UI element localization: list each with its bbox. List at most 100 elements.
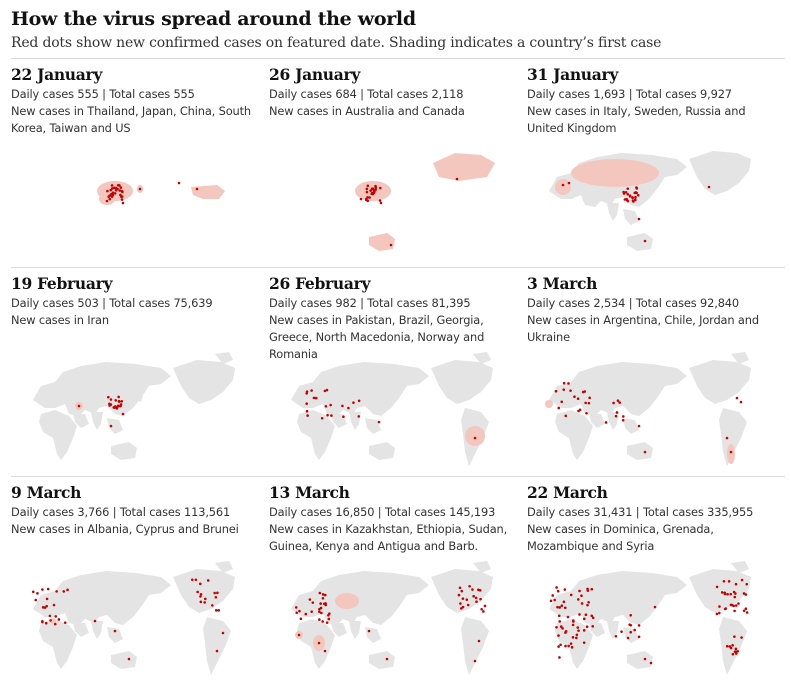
case-dot — [475, 600, 478, 604]
world-map — [291, 561, 493, 675]
panel-new-cases: New cases in Albania, Cyprus and Brunei — [11, 522, 239, 536]
case-dot — [364, 198, 368, 202]
case-dot — [739, 400, 743, 404]
landmass-india — [607, 412, 619, 430]
case-dot — [733, 609, 736, 613]
case-dot — [564, 631, 567, 634]
case-dot — [549, 599, 553, 603]
case-dot — [726, 592, 729, 596]
case-dot — [567, 181, 571, 185]
case-dot — [587, 601, 590, 604]
case-dot — [624, 190, 628, 194]
case-dot — [732, 604, 735, 608]
case-dot — [357, 399, 361, 403]
case-dot — [367, 629, 371, 633]
case-dot — [637, 624, 641, 627]
case-dot — [455, 177, 459, 181]
landmass-india — [349, 621, 361, 639]
case-dot — [372, 191, 376, 195]
map-panel: 9 March Daily cases 3,766 | Total cases … — [11, 476, 269, 685]
case-dot — [54, 615, 58, 618]
panel-stats: Daily cases 2,534 | Total cases 92,840 — [527, 296, 739, 310]
case-dot — [465, 598, 469, 601]
case-dot — [626, 187, 630, 190]
case-dot — [199, 595, 202, 598]
case-dot — [635, 187, 639, 190]
case-dot — [732, 590, 736, 594]
panel-stats: Daily cases 3,766 | Total cases 113,561 — [11, 505, 231, 519]
landmass-namerica — [689, 151, 751, 195]
case-dot — [483, 604, 487, 608]
case-dot — [729, 646, 733, 650]
case-dot — [637, 217, 641, 221]
case-dot — [742, 609, 746, 613]
case-dot — [327, 613, 330, 617]
case-dot — [299, 617, 303, 621]
case-dot — [723, 607, 727, 611]
case-dot — [77, 404, 81, 408]
case-dot — [106, 395, 110, 399]
case-dot — [48, 614, 52, 618]
case-dot — [557, 645, 560, 648]
world-map — [355, 153, 495, 251]
case-dot — [653, 605, 657, 609]
case-dot — [733, 635, 736, 638]
case-dot — [110, 195, 114, 198]
first-case-shading — [555, 179, 571, 195]
panel-stats: Daily cases 16,850 | Total cases 145,193 — [269, 505, 496, 519]
case-dot — [109, 398, 113, 401]
case-dot — [365, 187, 369, 191]
case-dot — [742, 592, 746, 595]
case-dot — [324, 603, 327, 607]
landmass-seasia — [365, 627, 381, 643]
landmass-australia — [111, 651, 137, 669]
case-dot — [329, 403, 332, 407]
case-dot — [626, 199, 630, 203]
case-dot — [616, 399, 620, 402]
case-dot — [357, 415, 361, 418]
case-dot — [114, 406, 118, 409]
case-dot — [31, 590, 35, 594]
landmass-arabia — [73, 623, 89, 637]
case-dot — [305, 402, 308, 405]
case-dot — [45, 597, 49, 601]
case-dot — [557, 406, 561, 410]
case-dot — [347, 406, 350, 410]
case-dot — [576, 626, 580, 629]
case-dot — [722, 579, 726, 583]
case-dot — [206, 579, 210, 582]
case-dot — [461, 597, 465, 600]
case-dot — [93, 619, 97, 623]
case-dot — [46, 587, 50, 591]
case-dot — [576, 397, 580, 401]
landmass-australia — [627, 651, 653, 669]
case-dot — [325, 388, 329, 392]
case-dot — [723, 591, 727, 595]
case-dot — [374, 186, 378, 189]
case-dot — [458, 586, 462, 590]
landmass-eurasia — [549, 571, 687, 625]
case-dot — [109, 188, 113, 192]
case-dot — [459, 607, 463, 610]
case-dot — [63, 621, 67, 624]
landmass-seasia — [623, 209, 639, 225]
case-dot — [306, 414, 309, 417]
first-case-shading — [191, 185, 225, 199]
case-dot — [53, 622, 57, 626]
case-dot — [629, 630, 633, 634]
case-dot — [584, 401, 587, 405]
landmass-namerica — [173, 360, 235, 404]
case-dot — [34, 598, 38, 602]
panel-date: 26 February — [269, 274, 371, 293]
case-dot — [569, 389, 572, 392]
case-dot — [558, 620, 562, 623]
case-dot — [321, 597, 325, 600]
case-dot — [41, 588, 44, 591]
case-dot — [314, 396, 318, 400]
landmass-greenland — [731, 352, 749, 364]
case-dot — [374, 188, 378, 191]
case-dot — [114, 188, 118, 192]
panel-date: 22 January — [11, 65, 103, 84]
case-dot — [304, 612, 308, 616]
case-dot — [459, 602, 462, 605]
